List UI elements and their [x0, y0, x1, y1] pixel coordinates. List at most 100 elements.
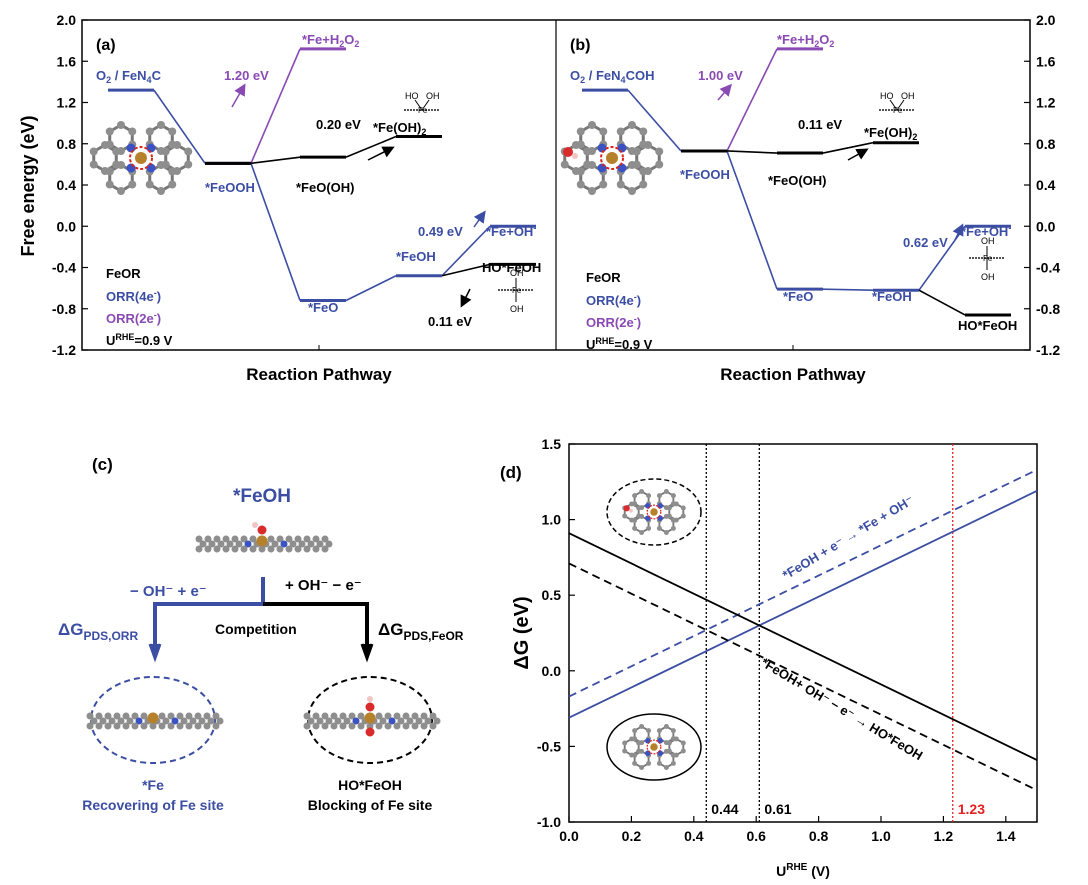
- panel-ab-ytick-label-right: 0.0: [1036, 218, 1056, 234]
- nitrogen-atom: [645, 503, 651, 509]
- carbon-atom: [145, 127, 154, 136]
- bond: [414, 99, 423, 111]
- slab-atom: [339, 722, 347, 730]
- panel-b-arrow-011: [847, 148, 869, 161]
- fe-atom: [606, 152, 618, 164]
- slab-atom: [204, 535, 212, 543]
- slab-atom: [180, 717, 188, 725]
- panel-d-ytick-label: 1.5: [542, 436, 562, 452]
- slab-atom: [231, 545, 239, 553]
- panel-a-legend-orr2e: ORR(2e-): [106, 310, 161, 326]
- slab-atom: [226, 540, 234, 548]
- slab-atom: [198, 717, 206, 725]
- slab-atom: [321, 712, 329, 720]
- slab-atom: [208, 540, 216, 548]
- panel-b-ann-100: 1.00 eV: [698, 68, 743, 83]
- panel-ab-ytick-label: 1.6: [57, 53, 77, 69]
- panel-b-legend-feor: FeOR: [586, 270, 621, 285]
- carbon-atom: [644, 167, 652, 175]
- slab-atom: [207, 717, 215, 725]
- carbon-atom: [632, 760, 638, 766]
- panel-b-arrow-062: [952, 223, 964, 241]
- panel-d-series-line: [568, 532, 1038, 761]
- slab-atom: [249, 545, 257, 553]
- slab-atom: [258, 545, 266, 553]
- panel-ab-ytick-label: -0.8: [52, 301, 76, 317]
- energy-connector: [822, 141, 874, 154]
- carbon-atom: [636, 740, 642, 746]
- panel-ab-ytick-label-right: 1.6: [1036, 53, 1056, 69]
- panel-a-label-feoh: *FeOH: [396, 249, 436, 264]
- carbon-atom: [656, 525, 662, 531]
- carbon-atom: [583, 160, 592, 169]
- slab-atom: [384, 722, 392, 730]
- slab-atom: [195, 545, 203, 553]
- slab-atom: [140, 712, 148, 720]
- energy-connector: [250, 156, 301, 165]
- slab-atom: [348, 722, 356, 730]
- panel-a-label: (a): [96, 37, 116, 54]
- panel-ab-ytick-label: -0.4: [52, 260, 76, 276]
- panel-b-feoh2-inset: HO OH Fe: [879, 91, 915, 115]
- slab-atom: [185, 712, 193, 720]
- slab-atom: [158, 722, 166, 730]
- panel-a-energy-levels: [108, 47, 536, 302]
- panel-d-black-line-label: *FeOH+ OH⁻ − e⁻ → HO*FeOH: [758, 655, 925, 763]
- slab-atom: [104, 722, 112, 730]
- oh-label: OH: [981, 272, 995, 282]
- panel-a-fen4c-molecule: [89, 121, 193, 195]
- slab-atom: [285, 535, 293, 543]
- slab-atom: [415, 717, 423, 725]
- carbon-atom: [646, 728, 652, 734]
- panel-c-left-branch: [153, 577, 265, 650]
- slab-atom: [217, 540, 225, 548]
- slab-atom: [212, 722, 220, 730]
- panel-b-title: O2 / FeN4COH: [570, 68, 654, 85]
- slab-atom: [113, 712, 121, 720]
- panel-b-fen4coh-molecule: [560, 121, 664, 195]
- panel-a-arrow-120: [231, 83, 246, 108]
- slab-atom: [149, 722, 157, 730]
- panel-a-hofeoh-inset: OH OH Fe: [498, 268, 534, 314]
- oxygen-atom: [257, 525, 267, 535]
- slab-atom: [216, 717, 224, 725]
- slab-atom: [108, 717, 116, 725]
- panel-a-title: O2 / FeN4C: [96, 68, 162, 85]
- slab-atom: [90, 717, 98, 725]
- carbon-atom: [632, 147, 641, 156]
- panel-d-ytick-label: 1.0: [542, 512, 562, 528]
- carbon-atom: [117, 121, 125, 129]
- slab-atom: [104, 712, 112, 720]
- carbon-atom: [628, 121, 636, 129]
- slab-atom: [231, 535, 239, 543]
- panel-b-label-feooh-black: *FeO(OH): [768, 173, 827, 188]
- bond: [421, 99, 430, 111]
- carbon-atom: [656, 493, 662, 499]
- oh-label: OH: [901, 91, 915, 101]
- carbon-atom: [639, 127, 648, 136]
- panel-b-xlabel: Reaction Pathway: [720, 365, 866, 384]
- carbon-atom: [646, 525, 652, 531]
- carbon-atom: [639, 529, 645, 535]
- slab-atom: [203, 712, 211, 720]
- panel-a-legend-feor: FeOR: [106, 266, 141, 281]
- slab-atom: [271, 540, 279, 548]
- slab-atom: [325, 717, 333, 725]
- panel-c-title: *FeOH: [233, 486, 291, 507]
- carbon-atom: [629, 736, 635, 742]
- energy-connector: [441, 225, 491, 277]
- panel-d-vline-label: 0.44: [711, 801, 738, 817]
- slab-atom: [433, 717, 441, 725]
- slab-atom: [285, 545, 293, 553]
- panel-b-label-feoh2: *Fe(OH)2: [864, 125, 917, 142]
- panel-d-lines: 0.44 0.61 1.23: [568, 444, 1038, 822]
- panel-d-ylabel: ΔG (eV): [511, 596, 533, 669]
- slab-atom: [330, 712, 338, 720]
- panel-d-ytick-label: -0.5: [537, 738, 561, 754]
- carbon-atom: [616, 127, 625, 136]
- fe-site-ring: [646, 504, 662, 520]
- carbon-atom: [572, 167, 580, 175]
- panel-d-ytick-label: -1.0: [537, 814, 561, 830]
- panel-b-label-feooh: *FeOOH: [680, 167, 730, 182]
- slab-atom: [203, 722, 211, 730]
